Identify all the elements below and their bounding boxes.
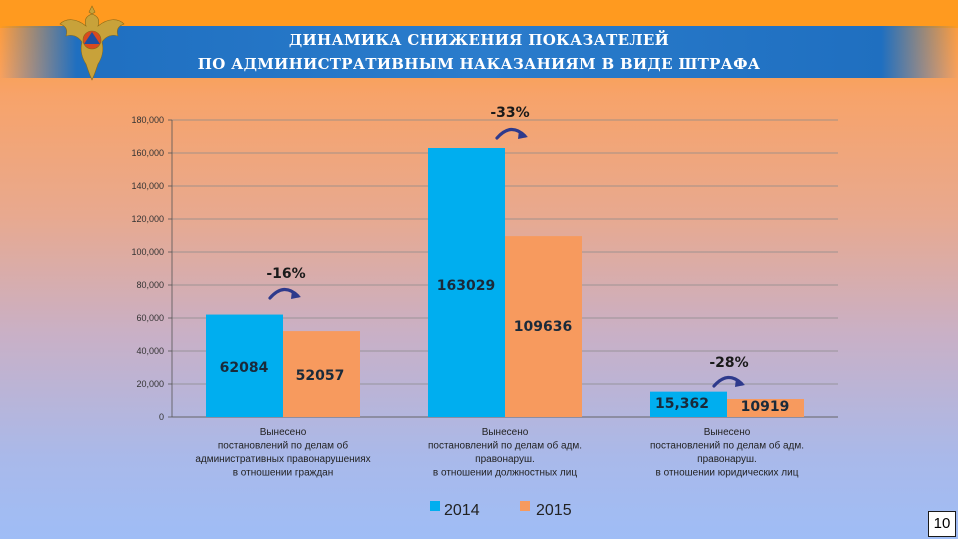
data-label: 52057: [296, 368, 345, 384]
y-tick-label: 180,000: [131, 115, 164, 125]
category-label: правонаруш.: [475, 454, 535, 465]
data-label: 10919: [741, 399, 790, 415]
category-label: постановлений по делам об адм.: [650, 440, 804, 452]
bar-2015: [505, 236, 582, 417]
y-tick-label: 100,000: [131, 247, 164, 257]
page-number: 10: [928, 511, 956, 537]
category-label: административных правонарушениях: [195, 454, 370, 465]
page-title-line-1: ДИНАМИКА СНИЖЕНИЯ ПОКАЗАТЕЛЕЙ: [288, 31, 670, 49]
y-tick-label: 60,000: [136, 313, 164, 323]
bar-2015: [283, 331, 360, 417]
y-tick-label: 80,000: [136, 280, 164, 290]
arrow-head-icon: [735, 378, 745, 387]
y-tick-label: 160,000: [131, 148, 164, 158]
y-tick-label: 20,000: [136, 379, 164, 389]
y-tick-label: 0: [159, 412, 164, 422]
change-percent-label: -28%: [709, 355, 748, 371]
category-label: в отношении граждан: [233, 468, 334, 479]
category-label: в отношении юридических лиц: [656, 468, 799, 479]
data-label: 62084: [220, 360, 269, 376]
bar-2014: [206, 314, 283, 417]
category-label: правонаруш.: [697, 454, 757, 465]
legend-swatch: [520, 501, 530, 511]
change-percent-label: -33%: [490, 105, 529, 121]
arrow-head-icon: [518, 130, 528, 139]
data-label: 109636: [514, 319, 572, 335]
category-label: Вынесено: [482, 427, 529, 438]
page-title-line-2: ПО АДМИНИСТРАТИВНЫМ НАКАЗАНИЯМ В ВИДЕ ШТ…: [197, 55, 761, 73]
category-label: постановлений по делам об адм.: [428, 440, 582, 452]
emblem-logo: [59, 5, 125, 81]
legend-swatch: [430, 501, 440, 511]
change-percent-label: -16%: [266, 266, 305, 282]
category-label: Вынесено: [704, 427, 751, 438]
legend-label: 2015: [536, 502, 572, 519]
title-band: [0, 26, 958, 78]
legend-label: 2014: [444, 502, 480, 519]
bar-2015: [727, 398, 804, 417]
bar-2014: [650, 391, 727, 417]
data-label: 163029: [437, 278, 495, 294]
y-tick-label: 120,000: [131, 214, 164, 224]
category-label: Вынесено: [260, 427, 307, 438]
header-top-band: [0, 0, 958, 28]
y-tick-label: 140,000: [131, 181, 164, 191]
category-label: постановлений по делам об: [218, 440, 348, 452]
data-label: 15,362: [655, 396, 709, 412]
y-tick-label: 40,000: [136, 346, 164, 356]
bar-2014: [428, 148, 505, 418]
arrow-head-icon: [291, 290, 301, 299]
category-label: в отношении должностных лиц: [433, 468, 577, 479]
